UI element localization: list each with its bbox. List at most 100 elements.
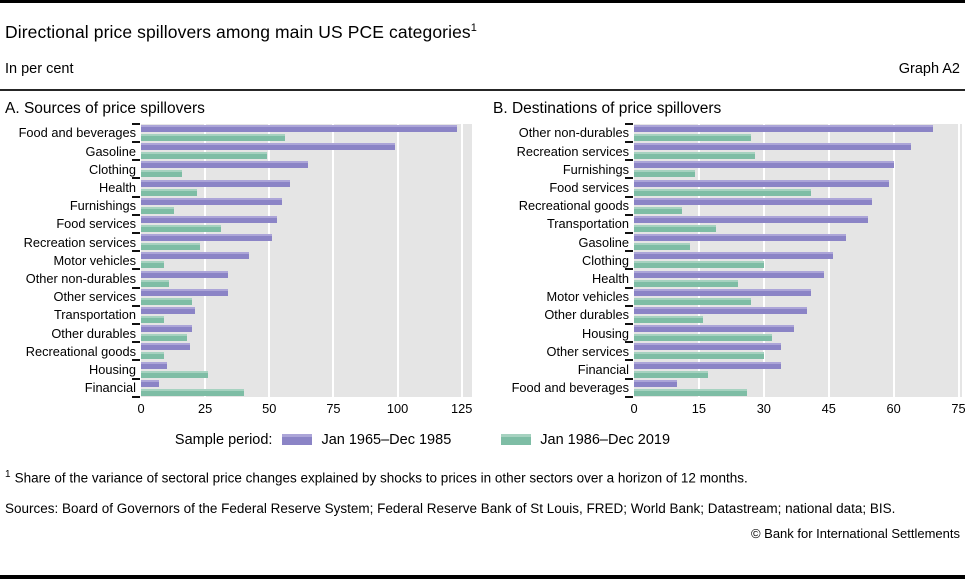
bar-1986-2019 xyxy=(141,133,285,141)
graph-number-label: Graph A2 xyxy=(898,60,960,77)
bar-1986-2019 xyxy=(141,352,165,360)
x-axis-tick-label: 45 xyxy=(821,400,836,416)
bar-row xyxy=(141,124,472,142)
bar-1965-1985 xyxy=(141,161,308,169)
y-axis-tick xyxy=(132,141,140,144)
y-axis-tick xyxy=(132,341,140,344)
panel-a-title: A. Sources of price spillovers xyxy=(5,99,205,117)
bar-1986-2019 xyxy=(634,388,747,396)
bar-1965-1985 xyxy=(141,124,457,132)
category-label: Gasoline xyxy=(578,234,629,250)
y-axis-tick xyxy=(625,395,633,398)
y-axis-tick xyxy=(625,141,633,144)
bar-1965-1985 xyxy=(141,325,193,333)
x-axis-tick-label: 125 xyxy=(451,400,473,416)
bar-row xyxy=(634,233,962,251)
bar-1986-2019 xyxy=(634,279,738,287)
y-axis-tick xyxy=(132,159,140,162)
gridline xyxy=(332,123,335,397)
gridline xyxy=(204,123,207,397)
bar-1986-2019 xyxy=(141,388,244,396)
bar-1965-1985 xyxy=(634,179,890,187)
bar-row xyxy=(634,360,962,378)
bar-1965-1985 xyxy=(141,179,290,187)
bar-1965-1985 xyxy=(634,124,933,132)
bar-row xyxy=(634,379,962,397)
bar-row xyxy=(634,251,962,269)
bar-1965-1985 xyxy=(141,361,167,369)
y-axis-tick xyxy=(625,359,633,362)
bar-1986-2019 xyxy=(141,188,198,196)
category-label: Other non-durables xyxy=(25,271,136,287)
panel-b-plot-area xyxy=(625,122,962,398)
bar-1965-1985 xyxy=(141,306,195,314)
bar-1965-1985 xyxy=(141,234,272,242)
bar-row xyxy=(141,379,472,397)
footnote-marker: 1 xyxy=(5,468,11,480)
figure-title-text: Directional price spillovers among main … xyxy=(5,21,471,42)
gridline xyxy=(396,123,399,397)
gridline xyxy=(957,123,960,397)
bar-row xyxy=(141,342,472,360)
category-label: Motor vehicles xyxy=(546,289,630,305)
bar-1986-2019 xyxy=(634,206,682,214)
panel-b-category-labels: Other non-durables Recreation services Fur… xyxy=(493,124,634,397)
bar-row xyxy=(634,306,962,324)
category-label: Other durables xyxy=(544,307,629,323)
bar-row xyxy=(141,360,472,378)
x-axis-tick-label: 75 xyxy=(951,400,965,416)
legend: Sample period: Jan 1965–Dec 1985 Jan 198… xyxy=(0,432,905,448)
footnote: 1 Share of the variance of sectoral price… xyxy=(0,465,965,488)
bar-1965-1985 xyxy=(141,379,159,387)
y-axis-tick xyxy=(625,159,633,162)
y-axis-tick xyxy=(625,341,633,344)
category-label: Health xyxy=(592,271,629,287)
bar-row xyxy=(141,306,472,324)
panel-b-chart: Other non-durables Recreation services Fur… xyxy=(493,122,962,398)
category-label: Recreational goods xyxy=(518,198,629,214)
category-label: Transportation xyxy=(53,307,136,323)
category-label: Furnishings xyxy=(562,161,629,177)
bar-1986-2019 xyxy=(634,152,756,160)
bar-1986-2019 xyxy=(141,224,221,232)
bar-1986-2019 xyxy=(141,315,165,323)
x-axis-tick-label: 30 xyxy=(756,400,771,416)
bar-1986-2019 xyxy=(634,243,691,251)
x-axis-tick-label: 25 xyxy=(198,400,213,416)
bar-1965-1985 xyxy=(634,288,812,296)
series2-swatch-icon xyxy=(501,434,532,446)
y-axis-tick xyxy=(132,195,140,198)
bar-1986-2019 xyxy=(141,170,183,178)
y-axis-tick xyxy=(625,250,633,253)
y-axis-tick xyxy=(132,359,140,362)
bar-1986-2019 xyxy=(634,170,695,178)
y-axis-tick xyxy=(625,268,633,271)
bar-1965-1985 xyxy=(141,343,190,351)
y-axis-tick xyxy=(132,395,140,398)
y-axis-tick xyxy=(625,122,633,125)
panel-a-plot-area xyxy=(132,122,472,398)
series2-label: Jan 1986–Dec 2019 xyxy=(540,431,671,448)
bar-row xyxy=(141,288,472,306)
bar-1986-2019 xyxy=(634,315,704,323)
figure-title: Directional price spillovers among main … xyxy=(0,3,965,45)
category-label: Other services xyxy=(53,289,137,305)
category-label: Financial xyxy=(84,380,136,396)
legend-prefix: Sample period: xyxy=(174,431,273,448)
sources-note: Sources: Board of Governors of the Feder… xyxy=(5,501,896,517)
bar-1965-1985 xyxy=(634,361,782,369)
y-axis-tick xyxy=(132,268,140,271)
category-label: Other non-durables xyxy=(518,125,629,141)
category-label: Transportation xyxy=(546,216,629,232)
bar-1965-1985 xyxy=(634,252,834,260)
gridline xyxy=(892,123,895,397)
bar-1965-1985 xyxy=(634,161,894,169)
title-footnote-marker: 1 xyxy=(470,22,477,34)
category-label: Other services xyxy=(546,343,630,359)
bar-row xyxy=(634,324,962,342)
bar-row xyxy=(634,178,962,196)
y-axis-tick xyxy=(132,232,140,235)
category-label: Housing xyxy=(582,325,629,341)
bar-row xyxy=(141,142,472,160)
bar-1965-1985 xyxy=(634,343,782,351)
